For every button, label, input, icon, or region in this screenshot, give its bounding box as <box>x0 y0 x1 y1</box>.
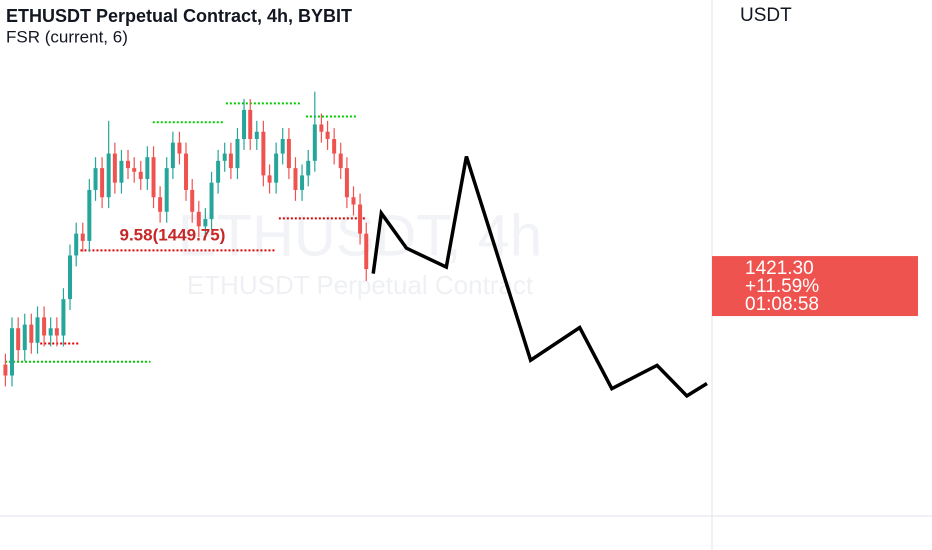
candle-body <box>138 171 143 180</box>
candle-body <box>3 364 8 376</box>
candle-body <box>164 168 169 212</box>
candle-body <box>248 109 253 140</box>
candle-body <box>184 153 189 190</box>
candle-body <box>338 153 343 169</box>
candle-body <box>344 168 349 198</box>
candle-body <box>319 124 324 132</box>
candle-body <box>145 157 150 180</box>
candle-body <box>177 142 182 154</box>
candle-body <box>74 233 79 256</box>
candle-body <box>126 160 131 169</box>
candle-body <box>48 328 53 336</box>
candle-body <box>100 168 105 198</box>
candle-body <box>261 131 266 176</box>
candle-body <box>106 153 111 198</box>
candle-body <box>254 131 259 140</box>
candle-body <box>216 160 221 183</box>
candle-body <box>119 160 124 183</box>
candle-body <box>61 299 66 336</box>
candle-body <box>93 168 98 190</box>
candle-body <box>196 211 201 227</box>
candle-body <box>87 189 92 241</box>
y-axis-label: USDT <box>740 5 792 26</box>
candle-body <box>280 139 285 154</box>
candle-body <box>16 328 21 351</box>
candle-body <box>42 317 47 336</box>
candle-body <box>112 153 117 183</box>
candle-body <box>158 197 163 212</box>
candle-body <box>170 142 175 169</box>
candle-body <box>286 139 291 169</box>
candle-body <box>325 131 330 140</box>
candle-body <box>351 197 356 205</box>
candle-body <box>306 160 311 176</box>
candle-body <box>54 328 59 336</box>
axes: 1421.30+11.59%01:08:58 <box>712 256 918 317</box>
candle-body <box>132 168 137 172</box>
candle-body <box>22 324 27 351</box>
price-tag-change: +11.59% <box>745 276 819 297</box>
price-tag <box>712 256 918 317</box>
candle-body <box>203 219 208 227</box>
candle-body <box>209 182 214 220</box>
candle-body <box>332 139 337 154</box>
candle-body <box>222 153 227 161</box>
candle-body <box>242 109 247 140</box>
watermark-subtitle: ETHUSDT Perpetual Contract <box>187 270 534 300</box>
candle-body <box>274 153 279 183</box>
candle-body <box>228 153 233 169</box>
candle-body <box>151 157 156 198</box>
candle-body <box>267 175 272 183</box>
candle-body <box>29 324 34 343</box>
candle-body <box>190 189 195 212</box>
candle-body <box>293 168 298 190</box>
annotation: 9.58(1449.75) <box>120 225 226 244</box>
plot: 9.58(1449.75) <box>3 91 708 399</box>
candle-body <box>35 317 40 343</box>
chart-title: ETHUSDT Perpetual Contract, 4h, BYBIT <box>6 6 352 26</box>
candle-body <box>312 124 317 161</box>
candle-body <box>80 233 85 241</box>
candle-body <box>68 255 73 300</box>
candle-body <box>364 233 369 270</box>
chart-subtitle: FSR (current, 6) <box>6 27 128 46</box>
projection-line <box>371 155 708 399</box>
candle-body <box>358 204 363 234</box>
candle-body <box>300 175 305 190</box>
price-tag-label: 1421.30 <box>745 258 814 279</box>
candle-body <box>235 139 240 169</box>
candle-body <box>9 328 14 376</box>
price-tag-countdown: 01:08:58 <box>745 294 819 315</box>
